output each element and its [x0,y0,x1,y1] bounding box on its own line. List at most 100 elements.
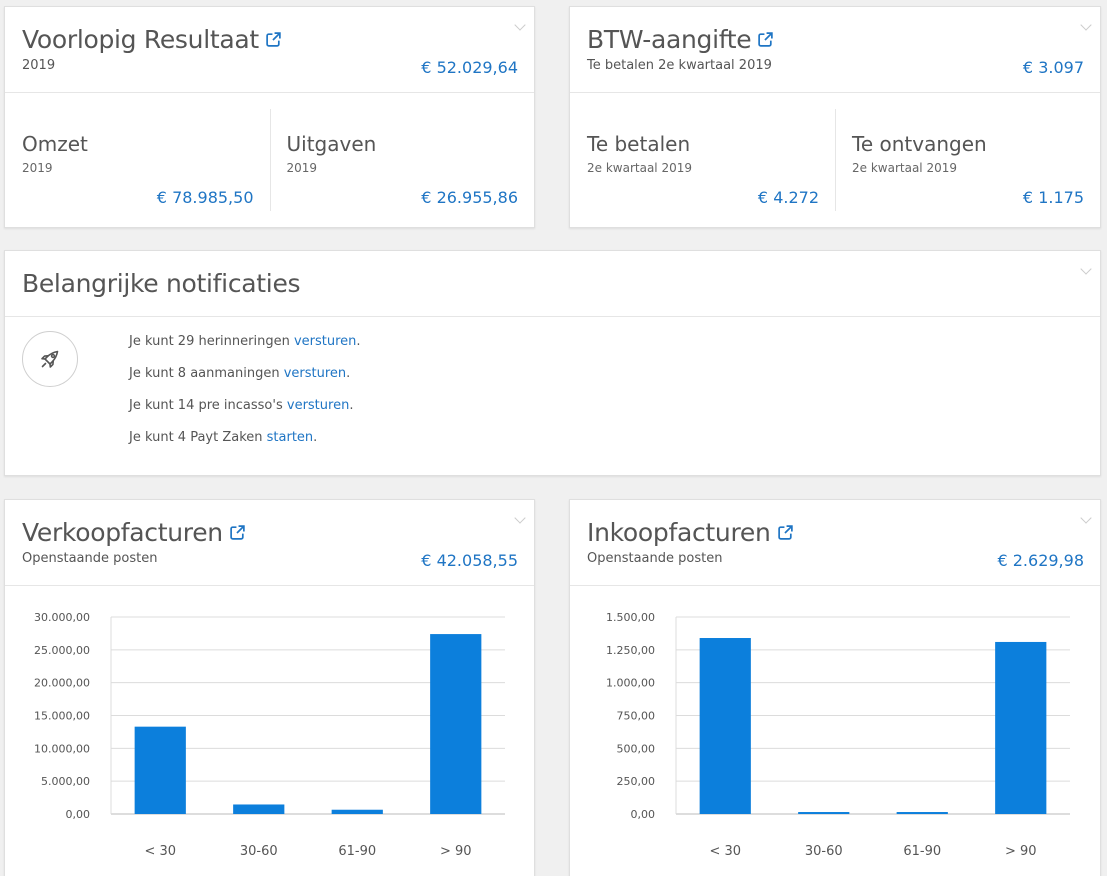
te-ontvangen-amount[interactable]: € 1.175 [1022,188,1084,207]
bar[interactable] [430,634,482,814]
y-tick-label: 30.000,00 [34,611,90,624]
omzet-title: Omzet [22,132,88,156]
bar[interactable] [134,726,186,814]
te-betalen-panel[interactable]: Te betalen 2e kwartaal 2019 € 4.272 [570,93,835,227]
omzet-subtitle: 2019 [22,161,53,175]
bar[interactable] [699,638,751,814]
bar[interactable] [896,812,948,814]
inkoop-card-title: Inkoopfacturen [587,518,794,547]
verkoop-card-title: Verkoopfacturen [22,518,246,547]
y-tick-label: 0,00 [66,808,91,821]
x-category-label: < 30 [709,844,741,859]
notification-list: Je kunt 29 herinneringen versturen. Je ku… [129,333,361,461]
y-tick-label: 250,00 [617,775,656,788]
x-category-label: > 90 [440,844,472,859]
uitgaven-subtitle: 2019 [286,161,318,175]
notification-action-link[interactable]: starten [266,430,314,445]
inkoop-card-title-text: Inkoopfacturen [587,518,771,547]
notification-suffix: . [356,334,361,349]
notification-item: Je kunt 29 herinneringen versturen. [129,333,361,365]
x-category-label: > 90 [1005,844,1037,859]
verkoop-bar-chart: 0,00 5.000,00 10.000,00 15.000,00 20.000,00 2… [34,611,505,859]
result-card-title-text: Voorlopig Resultaat [22,25,259,54]
external-link-icon[interactable] [777,524,794,541]
te-betalen-amount[interactable]: € 4.272 [757,188,819,207]
te-betalen-subtitle: 2e kwartaal 2019 [587,161,692,175]
uitgaven-title: Uitgaven [286,132,377,156]
y-tick-label: 0,00 [631,808,656,821]
external-link-icon[interactable] [757,31,774,48]
verkoop-card-subtitle: Openstaande posten [22,551,158,566]
notification-item: Je kunt 8 aanmaningen versturen. [129,365,361,397]
y-tick-label: 10.000,00 [34,742,90,755]
te-betalen-title: Te betalen [587,132,691,156]
y-tick-label: 1.250,00 [606,644,655,657]
inkoop-card-header: Inkoopfacturen Openstaande posten € 2.62… [570,500,1100,586]
omzet-panel[interactable]: Omzet 2019 € 78.985,50 [5,93,270,227]
inkoop-card-subtitle: Openstaande posten [587,551,723,566]
bar[interactable] [233,804,285,814]
x-category-label: 61-90 [338,844,376,859]
notifications-header: Belangrijke notificaties [5,251,1100,317]
y-tick-label: 15.000,00 [34,710,90,723]
notification-action-link[interactable]: versturen [293,334,357,349]
omzet-amount[interactable]: € 78.985,50 [156,188,254,207]
y-tick-label: 1.500,00 [606,611,655,624]
result-card-header: Voorlopig Resultaat 2019 € 52.029,64 [5,7,534,93]
notification-text: Je kunt 14 pre incasso's [129,398,287,413]
notifications-card: Belangrijke notificaties Je kunt 29 heri… [4,250,1101,476]
y-tick-label: 750,00 [617,710,656,723]
btw-card: BTW-aangifte Te betalen 2e kwartaal 2019… [569,6,1101,228]
notification-suffix: . [349,398,354,413]
result-card-title: Voorlopig Resultaat [22,25,282,54]
y-tick-label: 1.000,00 [606,677,655,690]
uitgaven-amount[interactable]: € 26.955,86 [421,188,518,207]
btw-card-subtitle: Te betalen 2e kwartaal 2019 [587,58,772,73]
te-ontvangen-title: Te ontvangen [852,132,987,156]
notification-item: Je kunt 14 pre incasso's versturen. [129,397,361,429]
result-card-subtitle: 2019 [22,58,56,73]
notification-action-link[interactable]: versturen [283,366,347,381]
result-card-amount[interactable]: € 52.029,64 [421,58,518,77]
x-category-label: 61-90 [903,844,941,859]
rocket-badge [22,331,78,387]
bar[interactable] [995,641,1047,814]
x-category-label: 30-60 [805,844,843,859]
uitgaven-panel[interactable]: Uitgaven 2019 € 26.955,86 [270,93,535,227]
y-tick-label: 25.000,00 [34,644,90,657]
bar[interactable] [798,812,850,814]
x-category-label: < 30 [144,844,176,859]
y-tick-label: 500,00 [617,742,656,755]
inkoop-chart-area: 0,00 250,00 500,00 750,00 1.000,00 1.250,00 1.… [570,587,1100,876]
inkoop-bar-chart: 0,00 250,00 500,00 750,00 1.000,00 1.250,00 1.… [606,611,1070,859]
verkoop-card-amount[interactable]: € 42.058,55 [421,551,518,570]
result-card-split: Omzet 2019 € 78.985,50 Uitgaven 2019 € 2… [5,93,534,227]
y-tick-label: 5.000,00 [41,775,90,788]
btw-card-amount[interactable]: € 3.097 [1022,58,1084,77]
external-link-icon[interactable] [229,524,246,541]
inkoop-card-amount[interactable]: € 2.629,98 [997,551,1084,570]
btw-card-split: Te betalen 2e kwartaal 2019 € 4.272 Te o… [570,93,1100,227]
notification-suffix: . [313,430,318,445]
rocket-icon [41,350,59,368]
external-link-icon[interactable] [265,31,282,48]
verkoop-card-title-text: Verkoopfacturen [22,518,223,547]
notification-action-link[interactable]: versturen [286,398,350,413]
y-tick-label: 20.000,00 [34,677,90,690]
divider [835,109,836,211]
notification-suffix: . [346,366,351,381]
te-ontvangen-panel[interactable]: Te ontvangen 2e kwartaal 2019 € 1.175 [835,93,1100,227]
te-ontvangen-subtitle: 2e kwartaal 2019 [852,161,957,175]
inkoop-card: Inkoopfacturen Openstaande posten € 2.62… [569,499,1101,876]
btw-card-title: BTW-aangifte [587,25,774,54]
bar[interactable] [331,809,383,814]
notification-text: Je kunt 4 Payt Zaken [129,430,267,445]
x-category-label: 30-60 [240,844,278,859]
result-card: Voorlopig Resultaat 2019 € 52.029,64 Omz… [4,6,535,228]
btw-card-header: BTW-aangifte Te betalen 2e kwartaal 2019… [570,7,1100,93]
verkoop-card-header: Verkoopfacturen Openstaande posten € 42.… [5,500,534,586]
verkoop-chart-area: 0,00 5.000,00 10.000,00 15.000,00 20.000,00 2… [5,587,534,876]
notification-item: Je kunt 4 Payt Zaken starten. [129,429,361,461]
btw-card-title-text: BTW-aangifte [587,25,752,54]
divider [269,109,271,211]
